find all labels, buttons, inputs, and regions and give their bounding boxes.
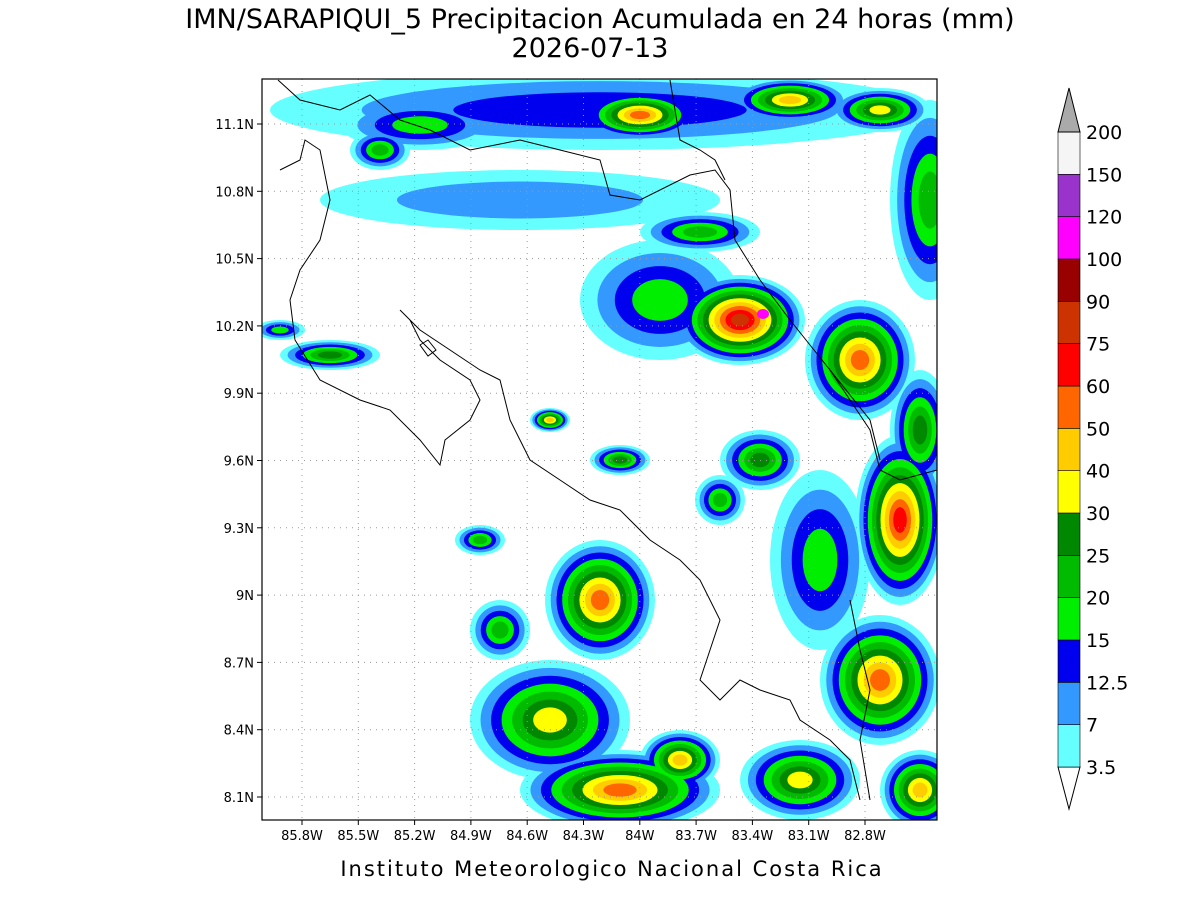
axes: 85.8W 85.5W 85.2W 84.9W 84.6W 84.3W 84W 83.7W 83…: [215, 118, 886, 844]
precip-cell: [869, 105, 891, 115]
colorbar-segment: [1057, 597, 1081, 641]
precip-cell: [731, 313, 749, 327]
y-tick-label: 10.2N: [215, 320, 254, 335]
precip-cell: [787, 771, 813, 789]
colorbar-segment: [1057, 131, 1081, 175]
colorbar-label: 15: [1086, 630, 1110, 652]
title: IMN/SARAPIQUI_5 Precipitacion Acumulada …: [185, 4, 1014, 35]
precip-cell: [271, 326, 289, 334]
precip-cell: [612, 456, 628, 464]
x-tick-label: 84.9W: [450, 829, 492, 844]
precip-cell: [893, 507, 907, 533]
coast-caribbean: [277, 79, 937, 481]
colorbar-segment: [1057, 428, 1081, 471]
colorbar-segment: [1057, 216, 1081, 260]
colorbar-label: 100: [1086, 249, 1122, 271]
precip-cell: [682, 226, 718, 238]
colorbar-label: 7: [1086, 715, 1098, 737]
colorbar-label: 60: [1086, 376, 1110, 398]
precip-cell: [533, 707, 567, 733]
colorbar-segment: [1057, 555, 1081, 598]
precip-cell: [850, 350, 870, 370]
footer: Instituto Meteorologico Nacional Costa R…: [340, 857, 883, 881]
colorbar-label: 40: [1086, 461, 1110, 483]
colorbar-label: 150: [1086, 164, 1122, 186]
precip-cell: [918, 171, 937, 229]
colorbar-segment: [1057, 470, 1081, 514]
precip-cell: [912, 415, 928, 445]
precip-cell: [392, 116, 448, 134]
x-tick-label: 85.8W: [281, 829, 323, 844]
colorbar-segment: [1057, 512, 1081, 556]
precip-cell: [870, 669, 890, 691]
colorbar-segment: [1057, 724, 1081, 768]
island: [419, 339, 437, 357]
coast-pacific: [279, 139, 861, 801]
x-tick-label: 82.8W: [844, 829, 886, 844]
x-tick-label: 83.1W: [788, 829, 830, 844]
colorbar-over: [1057, 87, 1081, 133]
colorbar-label: 12.5: [1086, 672, 1128, 694]
precip-cell: [672, 754, 688, 766]
precip-cell: [472, 535, 488, 545]
x-tick-label: 84W: [625, 829, 655, 844]
y-tick-label: 11.1N: [215, 118, 254, 133]
x-tick-label: 83.4W: [731, 829, 773, 844]
colorbar-label: 120: [1086, 207, 1122, 229]
x-tick-label: 85.2W: [394, 829, 436, 844]
subtitle: 2026-07-13: [512, 33, 669, 64]
colorbar-label: 20: [1086, 588, 1110, 610]
x-tick-label: 84.3W: [563, 829, 605, 844]
precip-cell: [712, 492, 728, 508]
precip-cell: [778, 95, 802, 105]
y-tick-label: 9.3N: [224, 522, 254, 537]
colorbar-label: 25: [1086, 545, 1110, 567]
y-tick-label: 9.9N: [224, 387, 254, 402]
precip-cell: [603, 783, 637, 797]
x-tick-label: 84.6W: [506, 829, 548, 844]
colorbar-segment: [1057, 174, 1081, 217]
precip-cell: [632, 279, 688, 321]
y-tick-label: 9.6N: [224, 455, 254, 470]
colorbar-segment: [1057, 343, 1081, 387]
precip-cell: [546, 417, 554, 423]
colorbar-label: 90: [1086, 291, 1110, 313]
colorbar-label: 50: [1086, 418, 1110, 440]
colorbar-segment: [1057, 258, 1081, 302]
precip-cell: [491, 621, 509, 639]
colorbar-segment: [1057, 682, 1081, 725]
precip-cell: [802, 528, 838, 592]
colorbar-segment: [1057, 385, 1081, 429]
x-tick-label: 83.7W: [675, 829, 717, 844]
y-tick-label: 8.4N: [224, 724, 254, 739]
y-tick-label: 10.8N: [215, 185, 254, 200]
precip-field: [262, 79, 937, 820]
precip-cell: [590, 590, 610, 610]
colorbar-label: 75: [1086, 334, 1110, 356]
y-tick-label: 10.5N: [215, 253, 254, 268]
precip-cell: [317, 351, 343, 359]
colorbar-segment: [1057, 301, 1081, 344]
colorbar-segment: [1057, 639, 1081, 683]
precip-cell: [396, 181, 644, 219]
x-tick-label: 85.5W: [337, 829, 379, 844]
colorbar: 3.5 7 12.5 15 20 25 30 40 50 60 75 90 100 120 150 200: [1057, 87, 1128, 811]
colorbar-under: [1057, 766, 1081, 811]
colorbar-label: 3.5: [1086, 757, 1116, 779]
borders: [669, 79, 881, 801]
precip-cell: [912, 782, 928, 798]
precip-cell: [371, 144, 389, 156]
colorbar-label: 200: [1086, 122, 1122, 144]
coastlines: [277, 79, 937, 801]
y-tick-label: 8.1N: [224, 791, 254, 806]
y-tick-label: 8.7N: [224, 656, 254, 671]
y-tick-label: 9N: [236, 589, 254, 604]
map-frame: [261, 78, 938, 821]
colorbar-label: 30: [1086, 503, 1110, 525]
precip-peak: [757, 309, 769, 319]
